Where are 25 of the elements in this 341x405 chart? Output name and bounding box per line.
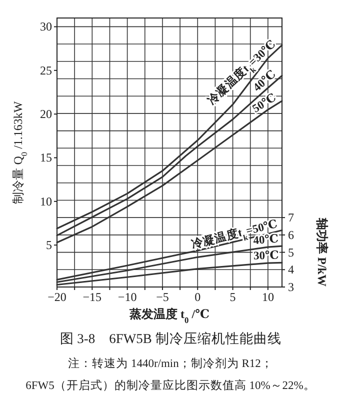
- x-tick-label: −10: [118, 290, 137, 304]
- y-tick-label: 25: [40, 63, 52, 78]
- x-axis-title: 蒸发温度 t$_{0}$ /℃: [128, 307, 210, 324]
- y2-tick-label: 5: [288, 245, 294, 260]
- y-tick-label: 20: [40, 107, 52, 122]
- x-tick-label: 5: [230, 290, 236, 304]
- series-label: 40℃: [252, 233, 280, 248]
- y-tick-label: 10: [40, 194, 52, 208]
- x-tick-label: 10: [262, 290, 274, 304]
- text: 图 3-8 6FW5B 制冷压缩机性能曲线: [60, 331, 282, 346]
- text: 6FW5（开启式）的制冷量应比图示数值高 10%～22%。: [26, 378, 316, 392]
- y-tick-label: 5: [46, 238, 52, 252]
- y2-axis-title: 轴功率 P/kW: [315, 217, 329, 286]
- y-tick-label: 15: [40, 150, 52, 165]
- y2-tick-label: 4: [288, 262, 294, 277]
- y2-tick-label: 3: [288, 280, 294, 294]
- y2-tick-label: 6: [288, 228, 294, 242]
- x-tick-label: −15: [82, 290, 102, 304]
- x-tick-label: 0: [194, 290, 201, 304]
- text: 50℃: [250, 92, 279, 116]
- y-tick-label: 30: [40, 20, 52, 34]
- y2-tick-label: 7: [288, 210, 294, 225]
- x-tick-label: −5: [156, 290, 169, 304]
- text: 注：转速为 1440r/min；制冷剂为 R12；: [68, 356, 273, 370]
- x-tick-label: −20: [48, 290, 66, 304]
